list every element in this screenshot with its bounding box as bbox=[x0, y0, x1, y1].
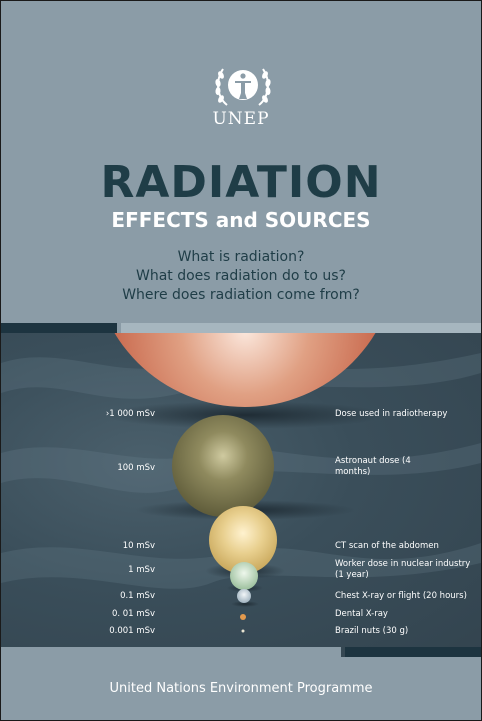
ct-scan-sphere-icon bbox=[209, 506, 277, 574]
page-subtitle: EFFECTS and SOURCES bbox=[111, 208, 371, 232]
question-list: What is radiation? What does radiation d… bbox=[1, 248, 481, 305]
brazil-nuts-sphere-icon bbox=[241, 629, 245, 633]
radiation-scale-illustration: ›1 000 mSv Dose used in radiotherapy 100… bbox=[1, 333, 481, 657]
worker-dose-sphere-icon bbox=[230, 562, 258, 590]
dental-xray-sphere-icon bbox=[240, 614, 246, 620]
chest-xray-sphere-icon bbox=[237, 589, 251, 603]
dose-description: Chest X-ray or flight (20 hours) bbox=[335, 591, 467, 601]
dose-description: Astronaut dose (4 months) bbox=[335, 456, 411, 477]
decorative-stripe bbox=[121, 323, 481, 333]
footer-organization: United Nations Environment Programme bbox=[109, 681, 373, 696]
dose-description: Dental X-ray bbox=[335, 609, 388, 619]
dose-label: 0.001 mSv bbox=[109, 626, 155, 636]
header-panel: UNEP RADIATION EFFECTS and SOURCES What … bbox=[1, 1, 481, 323]
dose-description: Dose used in radiotherapy bbox=[335, 409, 448, 419]
page-title: RADIATION bbox=[100, 157, 382, 208]
footer-panel: United Nations Environment Programme bbox=[1, 657, 481, 720]
dose-spheres-graphic bbox=[1, 333, 481, 633]
dose-label: 0. 01 mSv bbox=[111, 609, 155, 619]
radiotherapy-sphere-icon bbox=[114, 333, 376, 407]
dose-description: Brazil nuts (30 g) bbox=[335, 626, 409, 636]
question-item: What does radiation do to us? bbox=[135, 268, 346, 284]
dose-label: 0.1 mSv bbox=[120, 591, 155, 601]
dose-description: CT scan of the abdomen bbox=[335, 541, 439, 551]
shadow-shape bbox=[105, 401, 385, 429]
decorative-stripe bbox=[1, 647, 341, 657]
dose-label: 10 mSv bbox=[122, 541, 155, 551]
shadow-shape bbox=[231, 601, 259, 607]
dose-description: Worker dose in nuclear industry (1 year) bbox=[335, 559, 471, 580]
astronaut-dose-sphere-icon bbox=[172, 415, 274, 517]
dose-label: 1 mSv bbox=[128, 565, 155, 575]
question-item: Where does radiation come from? bbox=[122, 287, 360, 303]
brand-name: UNEP bbox=[212, 109, 270, 129]
dose-label: 100 mSv bbox=[117, 463, 155, 473]
dose-label: ›1 000 mSv bbox=[105, 409, 155, 419]
decorative-stripe bbox=[1, 323, 117, 333]
decorative-stripe bbox=[345, 647, 481, 657]
un-laurel-logo-icon bbox=[215, 68, 271, 106]
question-item: What is radiation? bbox=[177, 249, 305, 265]
